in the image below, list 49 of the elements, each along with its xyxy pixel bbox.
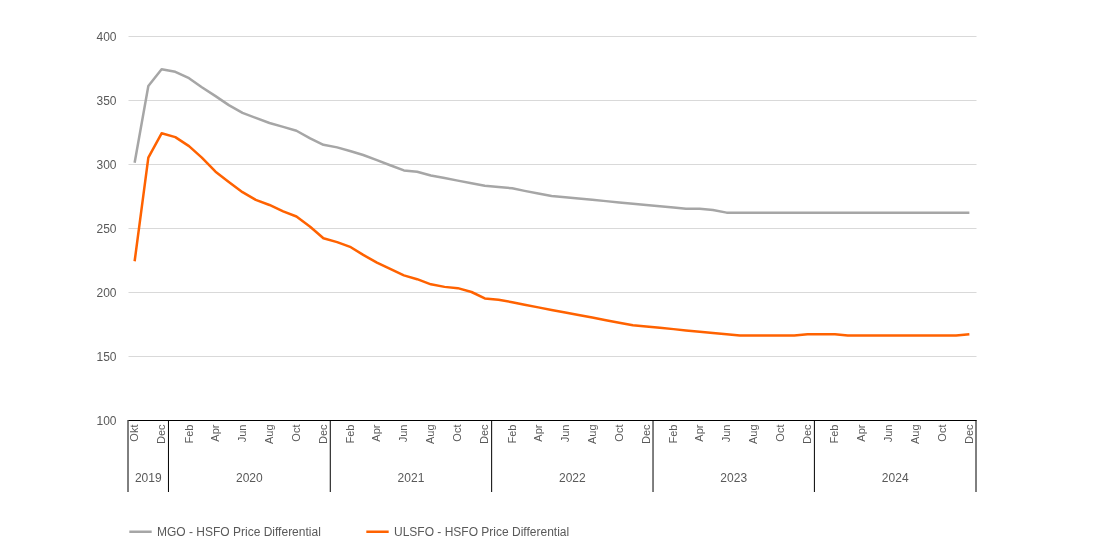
x-tick-label: Dec [478,424,491,445]
legend-label: ULSFO - HSFO Price Differential [394,524,570,539]
x-tick-label: Jun [236,424,249,443]
text: 2024 [881,471,909,485]
x-tick-label: Feb [505,424,518,444]
x-tick-label: Okt [128,424,141,442]
x-tick-label: Jun [558,424,571,443]
y-tick-label: 250 [96,221,117,236]
x-tick-label: Dec [316,424,329,445]
line-series [133,68,971,214]
x-tick-label: Aug [585,424,598,445]
x-tick-label: Apr [693,424,706,442]
x-tick-label: Oct [451,424,464,442]
x-tick-label: Dec [639,424,652,445]
x-tick-label: Oct [289,424,302,442]
x-tick-label: Apr [370,424,383,442]
x-tick-label: Aug [747,424,760,445]
x-tick-label: Feb [344,424,357,444]
x-tick-label: Dec [962,424,975,445]
x-tick-label: Apr [209,424,222,442]
x-tick-label: Jun [720,424,733,443]
y-tick-label: 300 [96,157,117,172]
x-tick-label: Aug [908,424,921,445]
x-tick-label: Apr [531,424,544,442]
x-tick-label: Apr [854,424,867,442]
text: 2021 [397,471,425,485]
line-series [133,132,971,337]
legend-label: MGO - HSFO Price Differential [157,524,321,539]
y-tick-label: 150 [96,349,117,364]
x-tick-label: Oct [935,424,948,442]
text: 2020 [236,471,264,485]
x-tick-label: Aug [262,424,275,445]
text: 2022 [558,471,587,485]
x-tick-label: Aug [424,424,437,445]
x-tick-label: Dec [155,424,168,445]
x-tick-label: Feb [182,424,195,444]
y-tick-label: 200 [96,285,117,300]
y-tick-label: 350 [96,93,117,108]
x-tick-label: Jun [397,424,410,443]
y-tick-label: 100 [96,413,117,428]
x-tick-label: Feb [828,424,841,444]
x-tick-label: Dec [801,424,814,445]
x-tick-label: Oct [612,424,625,442]
x-tick-label: Feb [667,424,680,444]
x-tick-label: Oct [774,424,787,442]
x-tick-label: Jun [881,424,894,443]
text: 2019 [134,471,162,485]
text: 2023 [720,471,748,485]
y-tick-label: 400 [96,29,117,44]
